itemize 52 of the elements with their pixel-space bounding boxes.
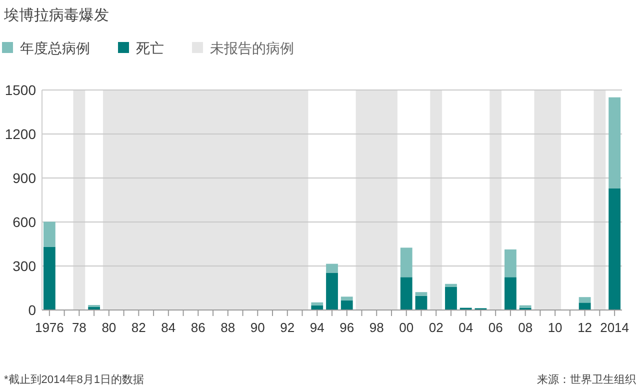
x-tick-label: 90 bbox=[250, 320, 265, 335]
x-tick-label: 06 bbox=[488, 320, 503, 335]
bar bbox=[326, 272, 338, 310]
x-tick-label: 96 bbox=[340, 320, 354, 335]
y-tick-label: 300 bbox=[12, 258, 36, 274]
bar bbox=[400, 248, 412, 278]
x-tick-label: 02 bbox=[428, 320, 444, 335]
bar bbox=[608, 188, 621, 310]
bar bbox=[311, 302, 324, 306]
x-tick-label: 00 bbox=[399, 320, 414, 335]
bar bbox=[445, 286, 457, 310]
x-tick-label: 84 bbox=[161, 320, 176, 335]
x-tick-label: 82 bbox=[131, 320, 146, 335]
source-note: 来源：世界卫生组织 bbox=[537, 373, 636, 386]
bar bbox=[578, 297, 591, 303]
bar bbox=[43, 246, 56, 310]
bar bbox=[504, 249, 516, 278]
y-tick-label: 1500 bbox=[4, 82, 36, 98]
y-tick-label: 600 bbox=[12, 214, 36, 230]
legend-label: 年度总病例 bbox=[20, 40, 90, 56]
x-tick-label: 04 bbox=[458, 320, 474, 335]
bar bbox=[400, 277, 412, 310]
y-tick-label: 0 bbox=[28, 302, 36, 318]
x-tick-label: 80 bbox=[102, 320, 116, 335]
x-tick-label: 98 bbox=[369, 320, 384, 335]
x-tick-label: 78 bbox=[72, 320, 86, 335]
text: *截止到2014年8月1日的数据 bbox=[4, 373, 144, 386]
bar bbox=[504, 277, 516, 310]
x-tick-label: 92 bbox=[280, 320, 295, 335]
bar bbox=[519, 305, 532, 308]
legend-label: 死亡 bbox=[136, 40, 164, 56]
x-tick-label: 94 bbox=[310, 320, 324, 335]
x-tick-label: 08 bbox=[518, 320, 533, 335]
x-tick-label: 1976 bbox=[34, 320, 64, 335]
bar bbox=[415, 296, 428, 310]
y-tick-label: 900 bbox=[12, 170, 36, 186]
legend-label: 未报告的病例 bbox=[210, 40, 294, 56]
y-tick-label: 1200 bbox=[4, 126, 36, 142]
x-tick-label: 86 bbox=[190, 320, 206, 335]
bar bbox=[43, 222, 56, 247]
x-tick-label: 2014 bbox=[600, 320, 630, 335]
bar bbox=[445, 284, 457, 287]
bar bbox=[340, 296, 353, 300]
bar bbox=[578, 302, 591, 310]
x-tick-label: 88 bbox=[220, 320, 236, 335]
bar bbox=[340, 300, 353, 310]
bar bbox=[415, 292, 428, 296]
chart-title: 埃博拉病毒爆发 bbox=[3, 7, 109, 24]
bar bbox=[326, 264, 338, 273]
bar bbox=[608, 97, 621, 188]
x-tick-label: 10 bbox=[548, 320, 562, 335]
x-tick-label: 12 bbox=[578, 320, 592, 335]
